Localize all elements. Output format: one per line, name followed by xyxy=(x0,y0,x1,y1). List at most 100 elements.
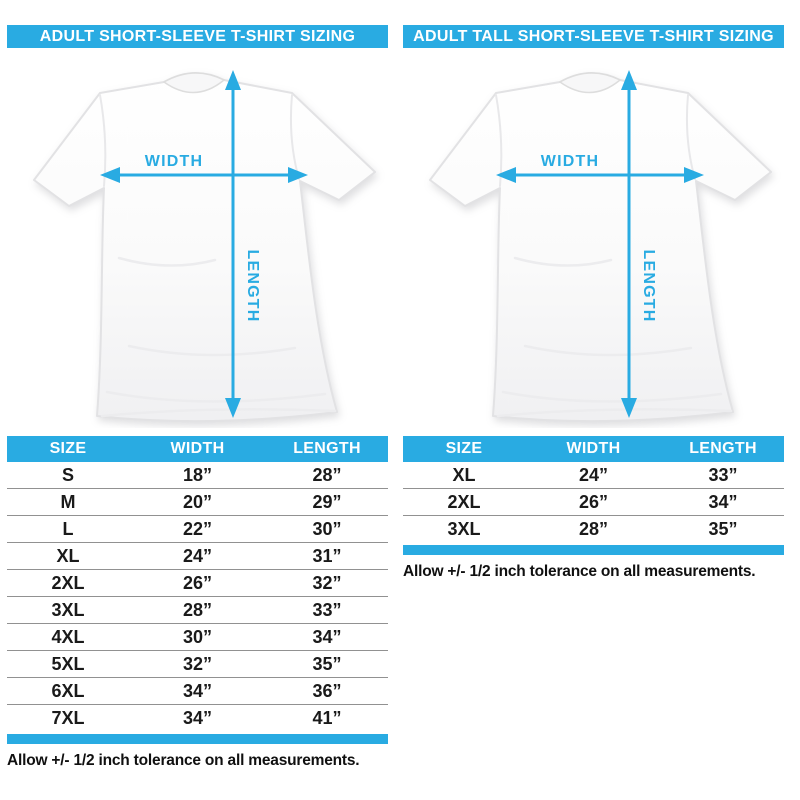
adult-tshirt-diagram: WIDTH LENGTH xyxy=(7,48,388,428)
arrowhead-right-icon xyxy=(684,167,704,183)
size-cell: S xyxy=(7,462,129,489)
size-cell: 2XL xyxy=(403,488,525,516)
arrowhead-up-icon xyxy=(621,70,637,90)
table-row: 3XL 28” 33” xyxy=(7,596,388,624)
width-cell: 34” xyxy=(182,707,212,728)
arrowhead-left-icon xyxy=(496,167,516,183)
table-row: 3XL 28” 35” xyxy=(403,516,784,543)
size-cell: 3XL xyxy=(447,518,481,539)
fold-line xyxy=(501,390,723,403)
tshirt-illustration xyxy=(429,71,772,423)
width-cell: 28” xyxy=(578,518,608,539)
length-cell: 33” xyxy=(662,462,784,489)
arrowhead-left-icon xyxy=(100,167,120,183)
table-footer-bar xyxy=(7,734,388,744)
panel-adult-sizing: ADULT SHORT-SLEEVE T-SHIRT SIZING xyxy=(7,25,388,770)
table-header-row: SIZE WIDTH LENGTH xyxy=(7,436,388,462)
length-cell: 35” xyxy=(266,650,388,678)
tshirt-measure-graphic: WIDTH LENGTH xyxy=(33,70,376,423)
tshirt-measure-graphic: WIDTH LENGTH xyxy=(429,70,772,423)
length-cell: 29” xyxy=(266,488,388,516)
width-cell: 24” xyxy=(128,542,267,570)
collar xyxy=(558,72,622,94)
size-cell: 4XL xyxy=(7,623,129,651)
width-cell: 34” xyxy=(128,677,267,705)
size-cell: XL xyxy=(403,462,525,489)
width-arrow xyxy=(496,167,704,183)
width-cell: 28” xyxy=(128,596,267,624)
width-cell: 26” xyxy=(128,569,267,597)
length-cell: 31” xyxy=(266,542,388,570)
table-row: 6XL 34” 36” xyxy=(7,677,388,705)
fold-line xyxy=(105,390,327,403)
column-header-width: WIDTH xyxy=(524,436,663,462)
tolerance-note: Allow +/- 1/2 inch tolerance on all meas… xyxy=(403,563,756,580)
length-cell: 34” xyxy=(266,623,388,651)
size-cell: 6XL xyxy=(7,677,129,705)
length-cell: 36” xyxy=(266,677,388,705)
table-row: L 22” 30” xyxy=(7,515,388,543)
table-row: 2XL 26” 34” xyxy=(403,488,784,516)
width-arrow xyxy=(100,167,308,183)
length-arrow xyxy=(225,70,241,418)
size-cell: 2XL xyxy=(7,569,129,597)
arrowhead-down-icon xyxy=(621,398,637,418)
table-row: M 20” 29” xyxy=(7,488,388,516)
tshirt-sizing-page: ADULT SHORT-SLEEVE T-SHIRT SIZING xyxy=(7,25,784,770)
column-header-width: WIDTH xyxy=(128,436,267,462)
width-cell: 26” xyxy=(524,488,663,516)
length-cell: 41” xyxy=(312,707,342,728)
tshirt-illustration xyxy=(33,71,376,423)
panel-adult-tall-sizing: ADULT TALL SHORT-SLEEVE T-SHIRT SIZING xyxy=(403,25,784,770)
fold-line xyxy=(523,344,693,357)
table-row: 7XL 34” 41” xyxy=(7,705,388,732)
arrowhead-right-icon xyxy=(288,167,308,183)
table-row: XL 24” 31” xyxy=(7,542,388,570)
adult-tall-tshirt-diagram: WIDTH LENGTH xyxy=(403,48,784,428)
arrowhead-up-icon xyxy=(225,70,241,90)
size-cell: 5XL xyxy=(7,650,129,678)
table-row: 4XL 30” 34” xyxy=(7,623,388,651)
width-cell: 30” xyxy=(128,623,267,651)
tolerance-note: Allow +/- 1/2 inch tolerance on all meas… xyxy=(7,752,360,769)
size-cell: 7XL xyxy=(51,707,85,728)
collar xyxy=(162,72,226,94)
hem-fold xyxy=(100,408,337,418)
length-cell: 35” xyxy=(708,518,738,539)
width-measure-label: WIDTH xyxy=(145,153,203,170)
column-header-size: SIZE xyxy=(7,436,129,462)
hem-fold xyxy=(496,408,733,418)
column-header-size: SIZE xyxy=(403,436,525,462)
width-cell: 22” xyxy=(128,515,267,543)
length-arrow xyxy=(621,70,637,418)
column-header-length: LENGTH xyxy=(662,436,784,462)
width-cell: 32” xyxy=(128,650,267,678)
tshirt-body xyxy=(429,71,772,423)
fold-line xyxy=(127,344,297,357)
adult-tall-size-table: SIZE WIDTH LENGTH XL 24” 33” 2XL 26” 34”… xyxy=(403,436,784,542)
tshirt-body xyxy=(33,71,376,423)
table-row: S 18” 28” xyxy=(7,462,388,489)
size-cell: L xyxy=(7,515,129,543)
table-footer-bar xyxy=(403,545,784,555)
table-header-row: SIZE WIDTH LENGTH xyxy=(403,436,784,462)
width-cell: 20” xyxy=(128,488,267,516)
fold-line xyxy=(117,256,217,267)
panel-adult-tall-title: ADULT TALL SHORT-SLEEVE T-SHIRT SIZING xyxy=(403,25,784,48)
width-cell: 18” xyxy=(128,462,267,489)
table-row: XL 24” 33” xyxy=(403,462,784,489)
size-cell: XL xyxy=(7,542,129,570)
length-measure-label: LENGTH xyxy=(244,250,261,323)
size-cell: 3XL xyxy=(7,596,129,624)
length-cell: 33” xyxy=(266,596,388,624)
length-cell: 28” xyxy=(266,462,388,489)
size-cell: M xyxy=(7,488,129,516)
arrowhead-down-icon xyxy=(225,398,241,418)
length-cell: 30” xyxy=(266,515,388,543)
width-measure-label: WIDTH xyxy=(541,153,599,170)
table-row: 2XL 26” 32” xyxy=(7,569,388,597)
column-header-length: LENGTH xyxy=(266,436,388,462)
length-measure-label: LENGTH xyxy=(640,250,657,323)
width-cell: 24” xyxy=(524,462,663,489)
adult-size-table: SIZE WIDTH LENGTH S 18” 28” M 20” 29” L xyxy=(7,436,388,731)
